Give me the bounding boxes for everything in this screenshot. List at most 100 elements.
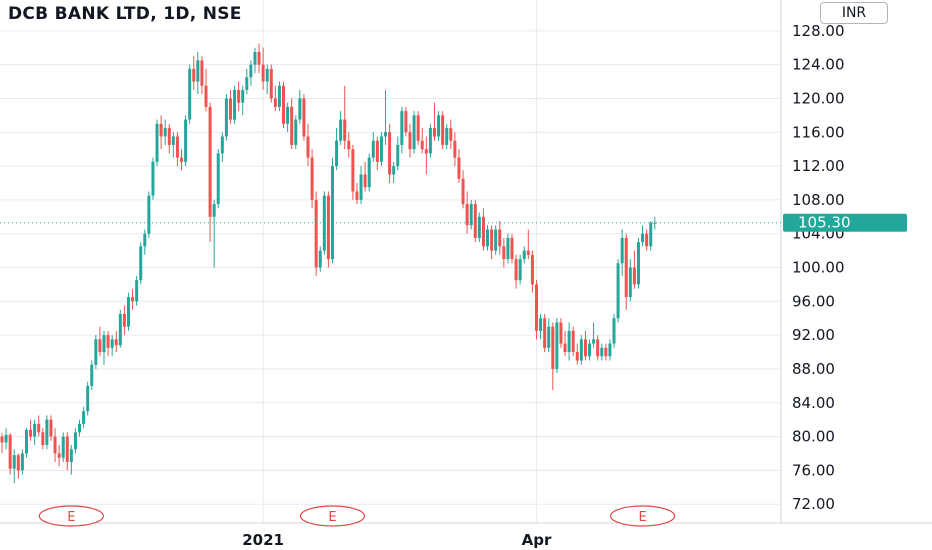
candle-body — [282, 85, 286, 124]
candle-body — [616, 263, 620, 319]
candle-body — [404, 111, 408, 133]
candle-body — [273, 98, 277, 107]
price-tick-label: 84.00 — [792, 394, 835, 412]
candle-body — [559, 322, 563, 344]
candle-body — [0, 436, 4, 443]
candle-body — [392, 166, 396, 175]
candle-body — [449, 128, 453, 141]
candle-body — [294, 119, 298, 145]
price-tick-label: 96.00 — [792, 292, 835, 310]
event-marker[interactable] — [609, 505, 676, 527]
candle-body — [588, 343, 592, 357]
candle-body — [310, 157, 314, 200]
candle-body — [41, 432, 45, 446]
candle-body — [277, 85, 281, 107]
candle-body — [596, 339, 600, 357]
candle-body — [351, 149, 355, 192]
candle-body — [445, 128, 449, 145]
candle-body — [249, 64, 253, 78]
candle-body — [567, 330, 571, 353]
candle-body — [539, 318, 543, 331]
candle-body — [490, 229, 494, 251]
candle-body — [465, 204, 469, 226]
candle-body — [241, 89, 245, 103]
candle-body — [379, 136, 383, 162]
candles — [0, 43, 657, 484]
candle-body — [200, 60, 204, 86]
candle-body — [388, 132, 392, 175]
time-tick-label: 2021 — [242, 531, 284, 549]
candle-body — [204, 85, 208, 107]
price-tick-label: 88.00 — [792, 360, 835, 378]
candle-body — [65, 436, 69, 462]
grid-lines — [0, 0, 781, 523]
candle-body — [645, 233, 649, 247]
candle-body — [400, 111, 404, 145]
event-marker-label: E — [67, 510, 75, 525]
candle-body — [641, 233, 645, 243]
candle-body — [575, 352, 579, 361]
candle-body — [473, 204, 477, 238]
price-tick-label: 124.00 — [792, 56, 845, 74]
candle-body — [155, 123, 159, 162]
candle-body — [343, 119, 347, 141]
candle-body — [457, 157, 461, 179]
candle-body — [306, 136, 310, 158]
candle-body — [184, 119, 188, 162]
candle-body — [102, 335, 106, 353]
candle-body — [106, 335, 110, 348]
price-axis[interactable]: 72.00 76.00 80.00 84.00 88.00 92.00 96.00 100.0… — [792, 22, 845, 513]
candle-body — [57, 453, 61, 458]
candle-body — [159, 123, 163, 137]
time-tick-label: Apr — [522, 531, 552, 549]
price-tick-label: 120.00 — [792, 89, 845, 107]
candle-body — [506, 237, 510, 260]
candle-body — [216, 153, 220, 205]
candle-body — [265, 68, 269, 82]
candle-body — [335, 140, 339, 167]
candle-body — [604, 347, 608, 357]
candle-body — [302, 98, 306, 137]
time-axis[interactable]: 2021 Apr — [242, 531, 552, 549]
candle-body — [286, 106, 290, 124]
candle-body — [257, 51, 261, 65]
candle-body — [253, 51, 257, 65]
candle-body — [151, 161, 155, 196]
price-tick-label: 116.00 — [792, 123, 845, 141]
candle-body — [98, 339, 102, 353]
candle-body — [245, 77, 249, 90]
event-marker[interactable] — [299, 505, 366, 527]
candle-body — [180, 157, 184, 162]
candle-body — [514, 259, 518, 281]
candle-body — [347, 140, 351, 150]
candle-body — [534, 284, 538, 331]
candle-body — [396, 144, 400, 167]
candle-body — [494, 229, 498, 251]
candle-body — [175, 136, 179, 158]
candle-body — [498, 229, 502, 247]
currency-badge[interactable]: INR — [820, 2, 888, 24]
candle-body — [486, 229, 490, 247]
price-tick-label: 100.00 — [792, 259, 845, 277]
candle-body — [555, 322, 559, 369]
candle-body — [94, 339, 98, 365]
candle-body — [82, 411, 86, 424]
event-marker-label: E — [328, 510, 336, 525]
candle-body — [583, 339, 587, 357]
candle-body — [45, 419, 49, 446]
event-marker[interactable] — [38, 505, 104, 527]
candle-body — [196, 60, 200, 82]
candle-body — [530, 254, 534, 285]
candle-body — [649, 222, 653, 247]
candle-body — [453, 140, 457, 158]
candle-body — [441, 115, 445, 145]
price-tick-label: 112.00 — [792, 157, 845, 175]
candle-body — [110, 339, 114, 348]
candle-body — [477, 216, 481, 238]
candle-body — [318, 250, 322, 268]
candle-body — [4, 434, 8, 443]
candle-body — [563, 343, 567, 353]
candle-body — [237, 89, 241, 103]
